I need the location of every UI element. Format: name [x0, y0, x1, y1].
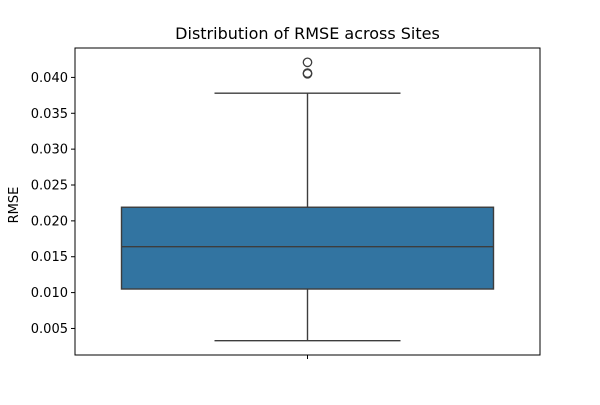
y-tick-label: 0.005 — [31, 322, 68, 337]
iqr-box — [120, 206, 495, 290]
chart-title: Distribution of RMSE across Sites — [175, 24, 440, 43]
y-tick-label: 0.035 — [31, 107, 68, 122]
y-tick-label: 0.030 — [31, 143, 68, 158]
y-tick-label: 0.010 — [31, 286, 68, 301]
plot-area: 0.005 0.010 0.015 0.020 0.025 0.030 0.035 0.040 — [31, 47, 541, 359]
y-tick-label: 0.020 — [31, 214, 68, 229]
outlier-point — [302, 57, 313, 68]
y-tick-label: 0.040 — [31, 71, 68, 86]
y-axis-label: RMSE — [7, 187, 22, 224]
outlier-point — [302, 68, 313, 78]
y-tick-label: 0.025 — [31, 179, 68, 194]
y-tick-label: 0.015 — [31, 250, 68, 265]
